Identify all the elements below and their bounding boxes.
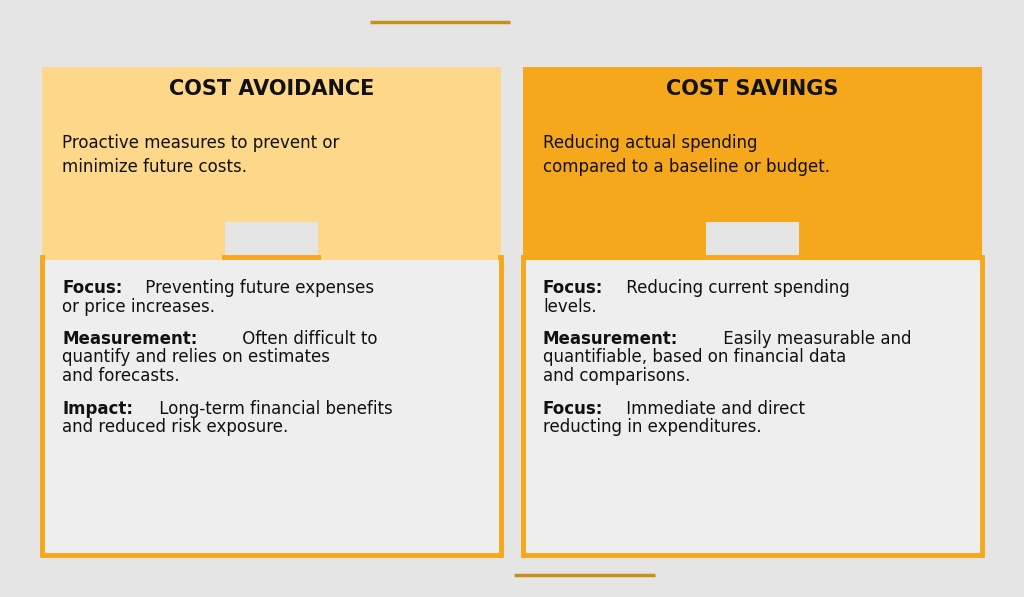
Text: COST SAVINGS: COST SAVINGS	[667, 79, 839, 99]
Text: Focus:: Focus:	[543, 399, 603, 417]
Text: Impact:: Impact:	[62, 399, 133, 417]
Bar	[799, 222, 982, 257]
Text: Long-term financial benefits: Long-term financial benefits	[154, 399, 392, 417]
Bar	[523, 257, 982, 555]
Text: levels.: levels.	[543, 297, 597, 315]
Bar	[526, 254, 703, 260]
Text: Easily measurable and: Easily measurable and	[718, 330, 911, 348]
Bar	[802, 254, 979, 260]
Text: Reducing current spending: Reducing current spending	[621, 279, 850, 297]
Text: quantify and relies on estimates: quantify and relies on estimates	[62, 349, 330, 367]
Text: or price increases.: or price increases.	[62, 297, 215, 315]
Text: reducting in expenditures.: reducting in expenditures.	[543, 418, 762, 436]
Text: COST AVOIDANCE: COST AVOIDANCE	[169, 79, 374, 99]
Bar	[42, 67, 501, 222]
Text: and comparisons.: and comparisons.	[543, 367, 690, 385]
Text: Focus:: Focus:	[543, 279, 603, 297]
Bar	[42, 257, 501, 555]
Text: Focus:: Focus:	[62, 279, 123, 297]
Text: Immediate and direct: Immediate and direct	[621, 399, 805, 417]
Bar	[45, 254, 222, 260]
Bar	[42, 222, 225, 257]
Text: and forecasts.: and forecasts.	[62, 367, 179, 385]
Bar	[321, 254, 498, 260]
Text: Preventing future expenses: Preventing future expenses	[140, 279, 374, 297]
Bar	[318, 222, 501, 257]
Bar	[523, 67, 982, 222]
Text: Proactive measures to prevent or
minimize future costs.: Proactive measures to prevent or minimiz…	[62, 134, 339, 176]
Text: Measurement:: Measurement:	[543, 330, 678, 348]
Text: Measurement:: Measurement:	[62, 330, 198, 348]
Text: Often difficult to: Often difficult to	[237, 330, 377, 348]
Text: and reduced risk exposure.: and reduced risk exposure.	[62, 418, 288, 436]
Bar	[523, 222, 706, 257]
Text: quantifiable, based on financial data: quantifiable, based on financial data	[543, 349, 846, 367]
Text: Reducing actual spending
compared to a baseline or budget.: Reducing actual spending compared to a b…	[543, 134, 830, 176]
